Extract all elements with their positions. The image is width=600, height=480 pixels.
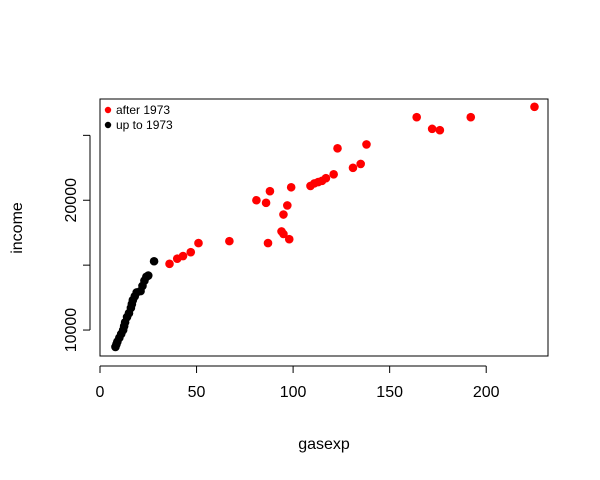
data-point — [149, 256, 159, 266]
x-tick-label: 50 — [188, 384, 206, 401]
series-after-1973 — [165, 102, 539, 269]
data-point — [252, 195, 261, 205]
data-point — [530, 102, 539, 112]
x-tick-label: 100 — [280, 384, 307, 401]
data-point — [143, 271, 153, 280]
data-point — [194, 238, 203, 248]
data-point — [329, 169, 338, 179]
data-point — [261, 198, 271, 208]
data-points — [111, 102, 539, 352]
data-point — [263, 238, 273, 248]
series-up-to-1973 — [111, 256, 159, 352]
data-point — [427, 124, 437, 134]
legend-label: up to 1973 — [116, 118, 173, 132]
data-point — [412, 112, 421, 122]
data-point — [435, 125, 445, 135]
data-point — [279, 229, 288, 239]
y-tick-label: 10000 — [63, 308, 80, 353]
x-axis: 0 50 100 150 200 — [96, 365, 500, 401]
y-tick-label: 20000 — [63, 178, 80, 223]
data-point — [356, 159, 365, 169]
x-tick-label: 0 — [96, 384, 105, 401]
legend-marker — [104, 121, 112, 129]
data-point — [286, 182, 296, 192]
x-axis-label: gasexp — [298, 436, 350, 453]
data-point — [165, 259, 174, 269]
data-point — [178, 251, 188, 261]
data-point — [225, 236, 234, 246]
data-point — [466, 112, 476, 122]
legend-marker — [104, 106, 112, 114]
x-tick-label: 150 — [376, 384, 403, 401]
data-point — [284, 234, 294, 244]
data-point — [321, 173, 331, 183]
y-axis: 10000 20000 — [63, 134, 91, 353]
y-axis-label: income — [9, 202, 26, 254]
data-point — [333, 144, 342, 153]
legend-label: after 1973 — [116, 103, 170, 117]
data-point — [279, 210, 288, 219]
x-tick-label: 200 — [473, 384, 500, 401]
data-point — [348, 163, 358, 173]
data-point — [186, 247, 196, 257]
data-point — [265, 186, 275, 196]
data-point — [283, 201, 292, 210]
plot-frame — [99, 98, 549, 357]
data-point — [362, 140, 371, 149]
